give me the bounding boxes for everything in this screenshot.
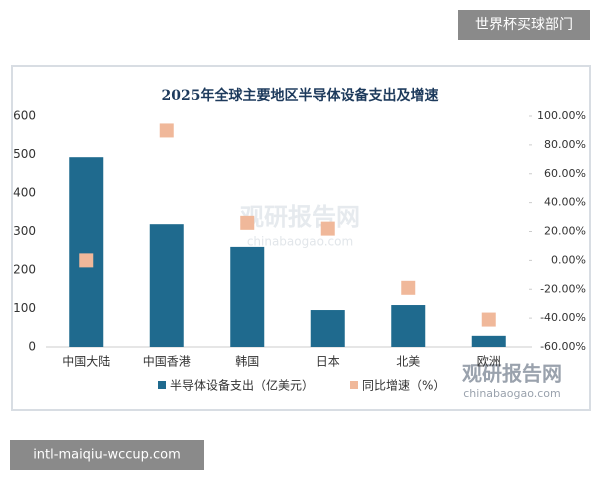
- y2-tick-label: 80.00%: [544, 138, 586, 151]
- legend-swatch: [158, 381, 166, 389]
- y2-tick-label: 0.00%: [551, 253, 586, 266]
- bar: [149, 224, 184, 347]
- point: [159, 123, 174, 138]
- bar: [69, 157, 104, 347]
- y-tick-label: 300: [13, 224, 36, 238]
- y-tick-label: 600: [13, 109, 36, 123]
- x-tick-label: 中国香港: [143, 354, 191, 369]
- watermark-url: chinabaogao.com: [463, 387, 561, 400]
- y2-tick-label: 100.00%: [537, 109, 586, 122]
- bar: [391, 305, 426, 347]
- legend-label: 同比增速（%）: [362, 379, 445, 393]
- point: [320, 221, 335, 236]
- x-tick-label: 欧洲: [477, 355, 501, 369]
- y-tick-label: 400: [13, 186, 36, 200]
- legend-swatch: [350, 381, 358, 389]
- bar: [471, 335, 506, 347]
- y-tick-label: 0: [28, 340, 36, 354]
- y2-tick-label: -60.00%: [540, 340, 586, 353]
- header-box: [458, 10, 590, 40]
- x-tick-label: 韩国: [235, 354, 259, 369]
- x-tick-label: 北美: [396, 355, 420, 369]
- point: [481, 312, 496, 327]
- y2-tick-label: 40.00%: [544, 196, 586, 209]
- y-tick-label: 100: [13, 301, 36, 315]
- watermark: 观研报告网: [462, 362, 562, 386]
- point: [79, 253, 94, 268]
- point: [240, 215, 255, 230]
- y2-tick-label: 60.00%: [544, 167, 586, 180]
- bar: [310, 310, 345, 347]
- y-tick-label: 200: [13, 263, 36, 277]
- x-tick-label: 日本: [316, 355, 340, 369]
- footer-box: [10, 440, 204, 470]
- legend-label: 半导体设备支出（亿美元）: [170, 378, 314, 393]
- header-label: 世界杯买球部门: [475, 17, 573, 33]
- chart-title: 2025年全球主要地区半导体设备支出及增速: [162, 87, 439, 104]
- y2-tick-label: 20.00%: [544, 225, 586, 238]
- x-tick-label: 中国大陆: [62, 354, 110, 369]
- watermark: 观研报告网: [240, 203, 360, 231]
- watermark-url: chinabaogao.com: [247, 235, 353, 249]
- point: [401, 280, 416, 295]
- bar: [230, 246, 265, 347]
- chart-panel: [11, 65, 591, 411]
- y2-tick-label: -20.00%: [540, 282, 586, 295]
- footer-label: intl-maiqiu-wccup.com: [33, 448, 181, 463]
- y2-tick-label: -40.00%: [540, 311, 586, 324]
- y-tick-label: 500: [13, 147, 36, 161]
